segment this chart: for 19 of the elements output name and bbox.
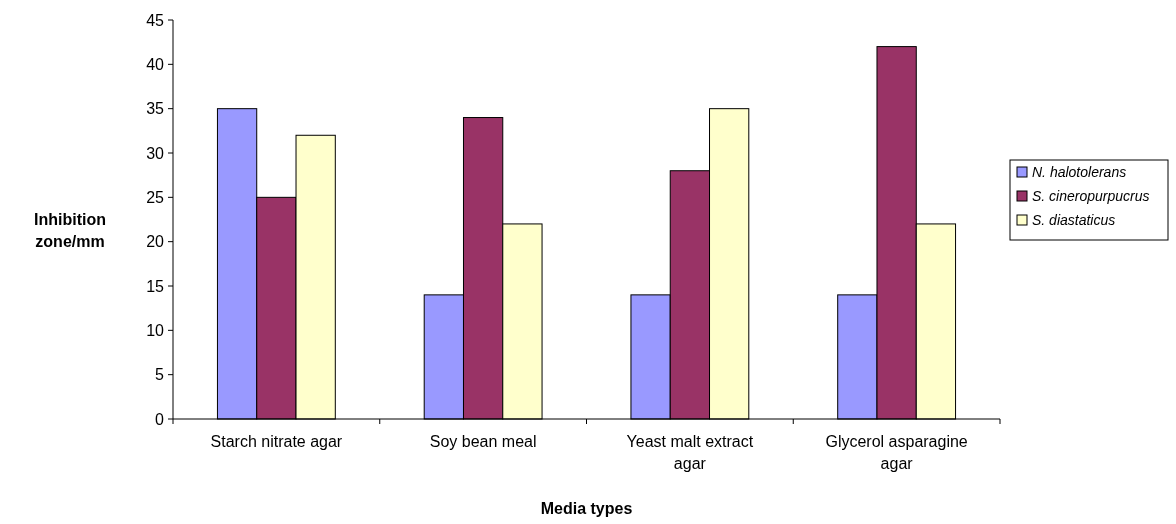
y-tick-label: 5 — [155, 366, 165, 384]
x-tick-label: Yeast malt extract agar — [626, 433, 754, 472]
y-tick-label: 0 — [155, 410, 165, 428]
y-tick-label: 40 — [146, 55, 165, 73]
y-tick-label: 35 — [146, 100, 165, 118]
y-tick-label: 10 — [146, 321, 165, 339]
y-tick-label: 20 — [146, 233, 165, 251]
x-tick-label: Soy bean meal — [429, 433, 537, 450]
x-tick-label: Glycerol asparagine agar — [825, 433, 968, 472]
y-axis-title: Inhibition zone/mm — [34, 210, 106, 250]
x-tick-label: Starch nitrate agar — [210, 433, 343, 450]
y-tick-label: 25 — [146, 188, 165, 206]
legend-label: S. cineropurpucrus — [1032, 187, 1150, 204]
legend-label: N. halotolerans — [1032, 163, 1127, 180]
y-tick-label: 30 — [146, 144, 165, 162]
y-tick-label: 45 — [146, 11, 165, 29]
legend-label: S. diastaticus — [1032, 211, 1116, 228]
x-axis-title: Media types — [540, 500, 633, 517]
y-tick-label: 15 — [146, 277, 165, 295]
